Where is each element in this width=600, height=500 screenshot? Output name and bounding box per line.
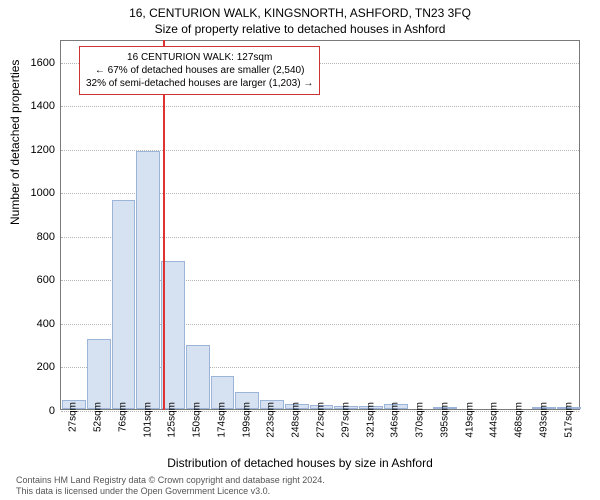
x-axis-label: Distribution of detached houses by size … [0, 456, 600, 470]
y-tick-label: 400 [37, 318, 61, 330]
histogram-bar [87, 339, 111, 409]
x-tick-label: 125sqm [167, 402, 178, 438]
x-tick-label: 52sqm [93, 402, 104, 432]
x-tick-label: 150sqm [192, 402, 203, 438]
footer-line-1: Contains HM Land Registry data © Crown c… [16, 475, 590, 487]
y-tick-label: 200 [37, 361, 61, 373]
annotation-line-3: 32% of semi-detached houses are larger (… [86, 77, 313, 90]
x-tick-label: 346sqm [390, 402, 401, 438]
x-tick-label: 272sqm [316, 402, 327, 438]
x-tick-label: 27sqm [68, 402, 79, 432]
histogram-bar [186, 345, 210, 409]
y-axis-label: Number of detached properties [8, 60, 22, 225]
histogram-bar [161, 261, 185, 409]
x-tick-label: 419sqm [464, 402, 475, 438]
page-subtitle: Size of property relative to detached ho… [0, 22, 600, 36]
gridline [61, 106, 579, 107]
y-tick-label: 1600 [31, 57, 61, 69]
histogram-bar [112, 200, 136, 409]
x-tick-label: 248sqm [291, 402, 302, 438]
x-tick-label: 370sqm [415, 402, 426, 438]
x-tick-label: 517sqm [563, 402, 574, 438]
y-tick-label: 600 [37, 274, 61, 286]
x-tick-label: 297sqm [340, 402, 351, 438]
x-tick-label: 321sqm [365, 402, 376, 438]
x-tick-label: 395sqm [439, 402, 450, 438]
x-tick-label: 223sqm [266, 402, 277, 438]
property-annotation-box: 16 CENTURION WALK: 127sqm ← 67% of detac… [79, 46, 320, 95]
footer-line-2: This data is licensed under the Open Gov… [16, 486, 590, 498]
histogram-bar [136, 151, 160, 409]
y-tick-label: 1000 [31, 187, 61, 199]
histogram-chart: 0200400600800100012001400160027sqm52sqm7… [60, 40, 580, 410]
property-marker-line [163, 40, 165, 410]
y-tick-label: 1200 [31, 144, 61, 156]
x-tick-label: 468sqm [514, 402, 525, 438]
x-tick-label: 493sqm [538, 402, 549, 438]
x-tick-label: 174sqm [216, 402, 227, 438]
annotation-line-1: 16 CENTURION WALK: 127sqm [86, 51, 313, 64]
x-tick-label: 199sqm [241, 402, 252, 438]
x-tick-label: 444sqm [489, 402, 500, 438]
page-title-address: 16, CENTURION WALK, KINGSNORTH, ASHFORD,… [0, 6, 600, 20]
y-tick-label: 800 [37, 231, 61, 243]
x-tick-label: 76sqm [117, 402, 128, 432]
annotation-line-2: ← 67% of detached houses are smaller (2,… [86, 64, 313, 77]
y-tick-label: 1400 [31, 100, 61, 112]
footer-attribution: Contains HM Land Registry data © Crown c… [16, 475, 590, 498]
y-tick-label: 0 [49, 405, 61, 417]
x-tick-label: 101sqm [142, 402, 153, 438]
